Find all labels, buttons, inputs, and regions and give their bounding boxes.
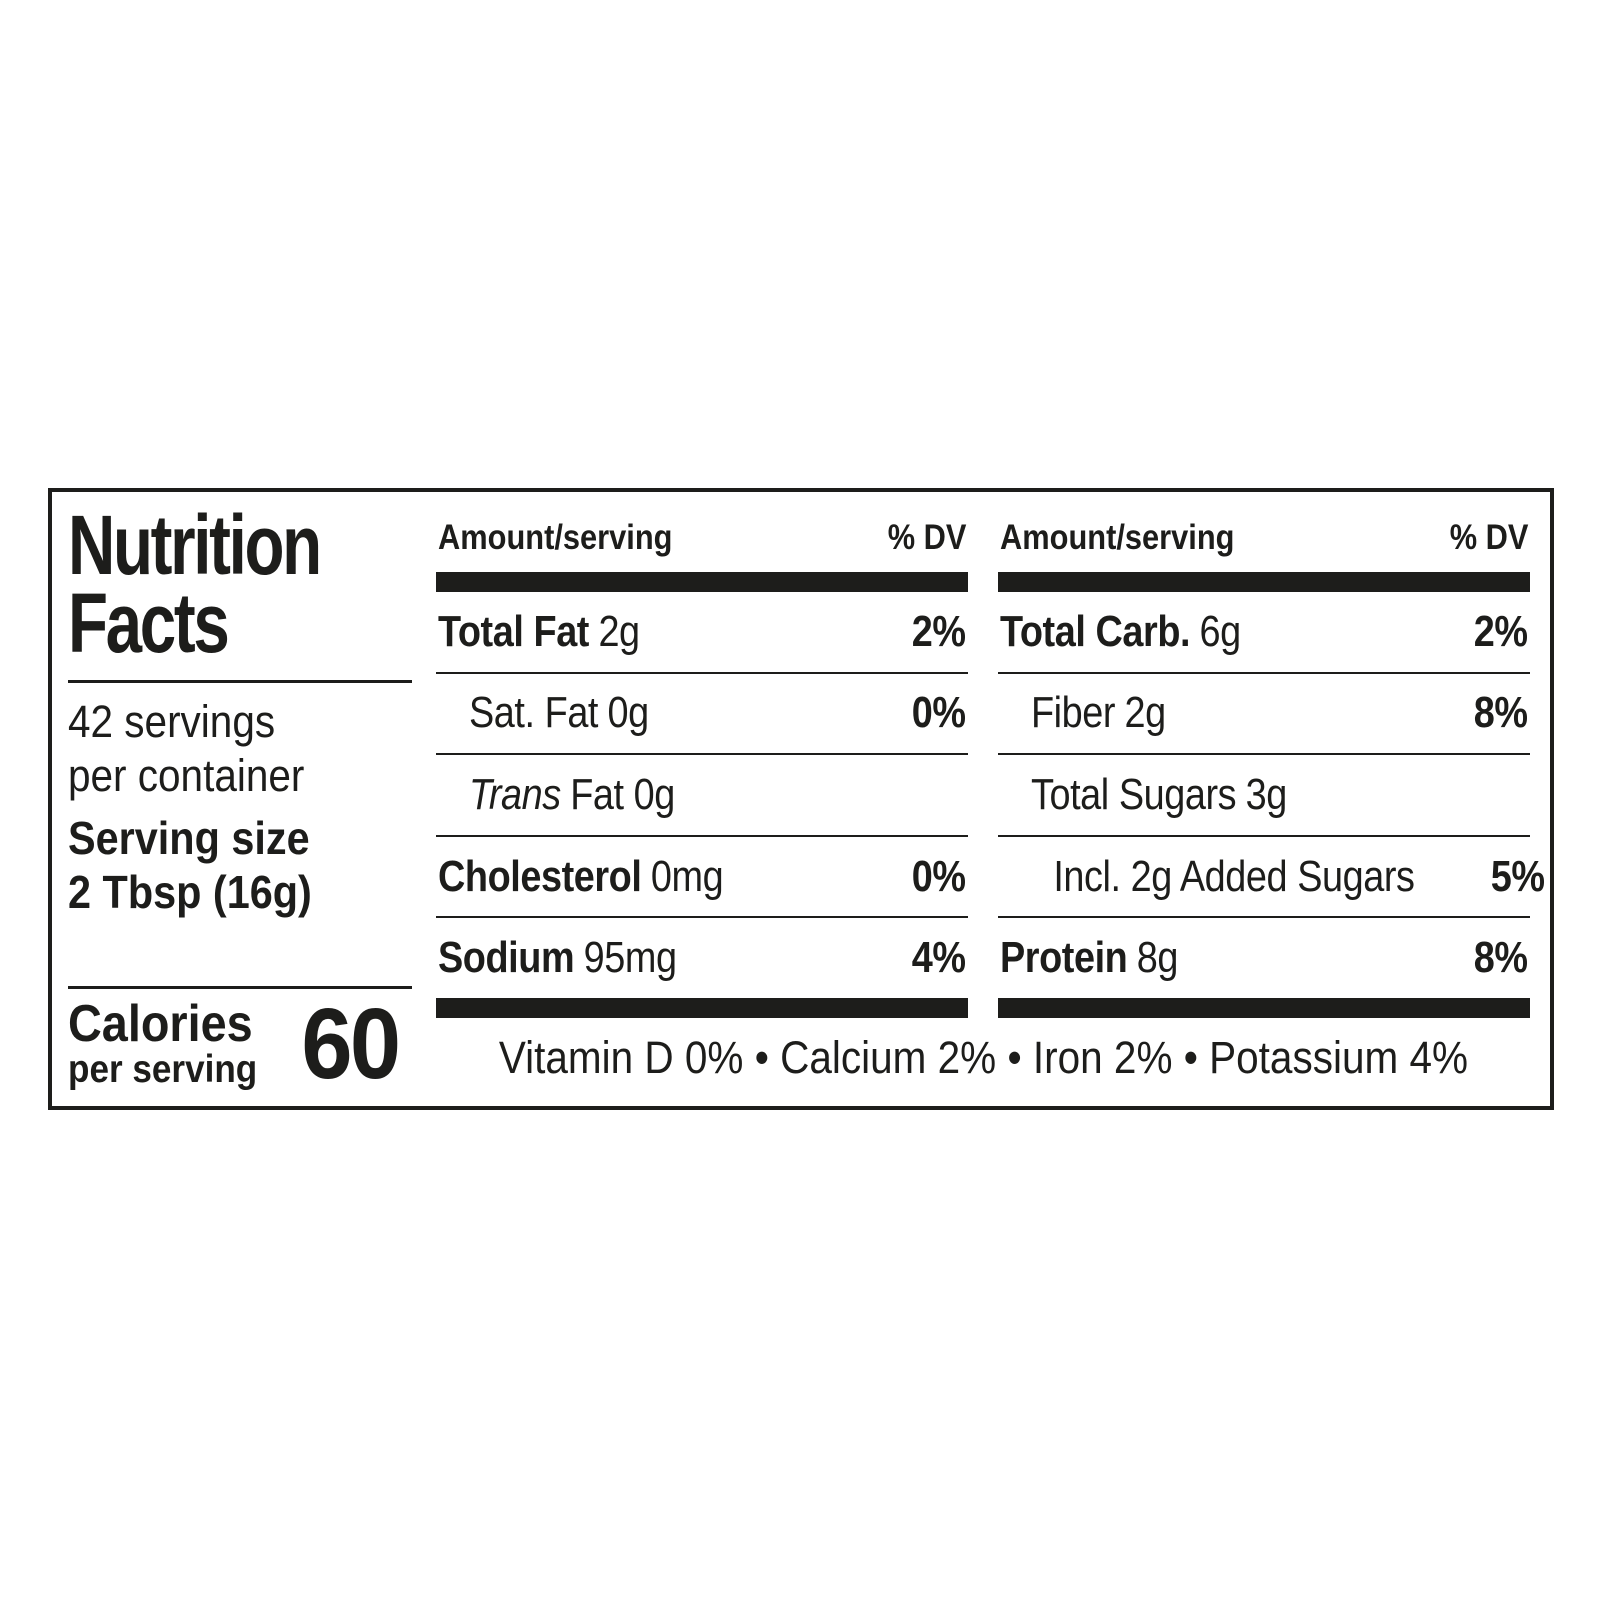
label-title: Nutrition Facts: [68, 503, 338, 665]
header-percent-dv: % DV: [1449, 518, 1528, 557]
nutrient-name: Total Carb. 6g: [1000, 607, 1241, 657]
calories-labels: Calories per serving: [68, 998, 257, 1091]
title-line-2: Facts: [68, 576, 230, 671]
nutrient-name: Fiber 2g: [1000, 688, 1166, 738]
nutrient-name: Sat. Fat 0g: [438, 688, 649, 738]
row-fiber: Fiber 2g 8%: [998, 674, 1530, 756]
column-header: Amount/serving % DV: [436, 500, 968, 572]
label-left-block: Nutrition Facts 42 servings per containe…: [52, 492, 424, 1106]
nutrient-dv: 8%: [1474, 933, 1528, 983]
row-sodium: Sodium 95mg 4%: [436, 918, 968, 998]
nutrient-name: Cholesterol 0mg: [438, 851, 724, 902]
nutrient-columns: Amount/serving % DV Total Fat 2g 2% Sat. …: [436, 500, 1545, 1018]
nutrients-area: Amount/serving % DV Total Fat 2g 2% Sat. …: [424, 492, 1550, 1106]
calories-value: 60: [301, 988, 401, 1100]
row-protein: Protein 8g 8%: [998, 918, 1530, 998]
nutrient-label: Total Carb.: [1000, 606, 1191, 656]
micronutrients-text: Vitamin D 0% • Calcium 2% • Iron 2% • Po…: [498, 1032, 1468, 1083]
nutrient-column-1: Amount/serving % DV Total Fat 2g 2% Sat. …: [436, 500, 968, 1018]
nutrient-amount: 6g: [1199, 606, 1242, 656]
nutrient-label: Sat. Fat: [468, 688, 599, 738]
nutrient-name: Total Fat 2g: [438, 607, 640, 657]
serving-size-value: 2 Tbsp (16g): [68, 866, 312, 919]
nutrient-dv: 0%: [912, 688, 966, 738]
row-trans-fat: Trans Fat 0g: [436, 755, 968, 837]
nutrient-label: Trans: [468, 769, 561, 819]
nutrient-amount: 8g: [1136, 933, 1179, 983]
serving-size: Serving size 2 Tbsp (16g): [68, 811, 379, 920]
nutrient-amount: 0mg: [650, 851, 724, 901]
row-added-sugars: Incl. 2g Added Sugars 5%: [998, 837, 1545, 919]
serving-size-label: Serving size: [68, 812, 310, 865]
thick-rule: [998, 998, 1530, 1018]
nutrient-amount: 3g: [1245, 769, 1288, 819]
nutrient-rows: Total Fat 2g 2% Sat. Fat 0g 0% Trans Fat 0g…: [436, 592, 968, 998]
divider: [68, 680, 412, 684]
thick-rule: [998, 572, 1530, 592]
nutrient-dv: 8%: [1474, 688, 1528, 738]
nutrient-label: Sodium: [438, 933, 575, 983]
title-line-1: Nutrition: [68, 498, 322, 592]
header-percent-dv: % DV: [887, 518, 966, 557]
nutrient-name: Sodium 95mg: [438, 933, 677, 983]
nutrient-amount: 2g: [598, 606, 640, 656]
micronutrients-footer: Vitamin D 0% • Calcium 2% • Iron 2% • Po…: [436, 1018, 1530, 1084]
nutrient-label: Cholesterol: [438, 851, 642, 901]
nutrient-rows: Total Carb. 6g 2% Fiber 2g 8% Total Sugars…: [998, 592, 1545, 998]
nutrient-name: Incl. 2g Added Sugars: [1000, 852, 1415, 902]
thick-rule: [436, 572, 968, 592]
nutrient-column-2: Amount/serving % DV Total Carb. 6g 2% Fib…: [998, 500, 1545, 1018]
thick-rule: [436, 998, 968, 1018]
nutrient-name: Protein 8g: [1000, 933, 1178, 983]
nutrient-amount: 0g: [607, 688, 649, 738]
servings-per-container: 42 servings per container: [68, 695, 379, 803]
header-amount-per-serving: Amount/serving: [1000, 518, 1235, 557]
nutrient-dv: 0%: [912, 851, 966, 901]
header-amount-per-serving: Amount/serving: [438, 518, 673, 557]
nutrient-label: Fiber: [1030, 688, 1116, 738]
nutrient-dv: 2%: [912, 606, 966, 656]
servings-line-1: 42 servings: [68, 696, 276, 748]
row-total-sugars: Total Sugars 3g: [998, 755, 1530, 837]
row-cholesterol: Cholesterol 0mg 0%: [436, 837, 968, 919]
calories-sublabel: per serving: [68, 1048, 258, 1092]
nutrient-dv: 4%: [912, 933, 966, 983]
column-header: Amount/serving % DV: [998, 500, 1530, 572]
row-sat-fat: Sat. Fat 0g 0%: [436, 674, 968, 756]
row-total-fat: Total Fat 2g 2%: [436, 592, 968, 674]
divider: [68, 986, 412, 989]
nutrient-label: Total Fat: [438, 606, 589, 656]
nutrient-dv: 2%: [1474, 606, 1528, 656]
nutrient-label: Protein: [1000, 933, 1128, 983]
nutrient-amount: 2g: [1124, 688, 1166, 738]
servings-line-2: per container: [68, 750, 305, 802]
row-total-carb: Total Carb. 6g 2%: [998, 592, 1530, 674]
nutrient-name: Trans Fat 0g: [438, 770, 675, 820]
nutrient-dv: 5%: [1490, 851, 1545, 901]
nutrition-facts-panel: Nutrition Facts 42 servings per containe…: [48, 488, 1554, 1110]
nutrient-label: Incl. 2g Added Sugars: [1053, 851, 1415, 901]
nutrient-amount: Fat 0g: [570, 769, 675, 819]
nutrient-amount: 95mg: [583, 933, 677, 983]
calories-label: Calories: [68, 995, 253, 1054]
nutrient-name: Total Sugars 3g: [1000, 770, 1287, 820]
calories-row: Calories per serving 60: [68, 988, 414, 1100]
nutrient-label: Total Sugars: [1030, 769, 1237, 819]
